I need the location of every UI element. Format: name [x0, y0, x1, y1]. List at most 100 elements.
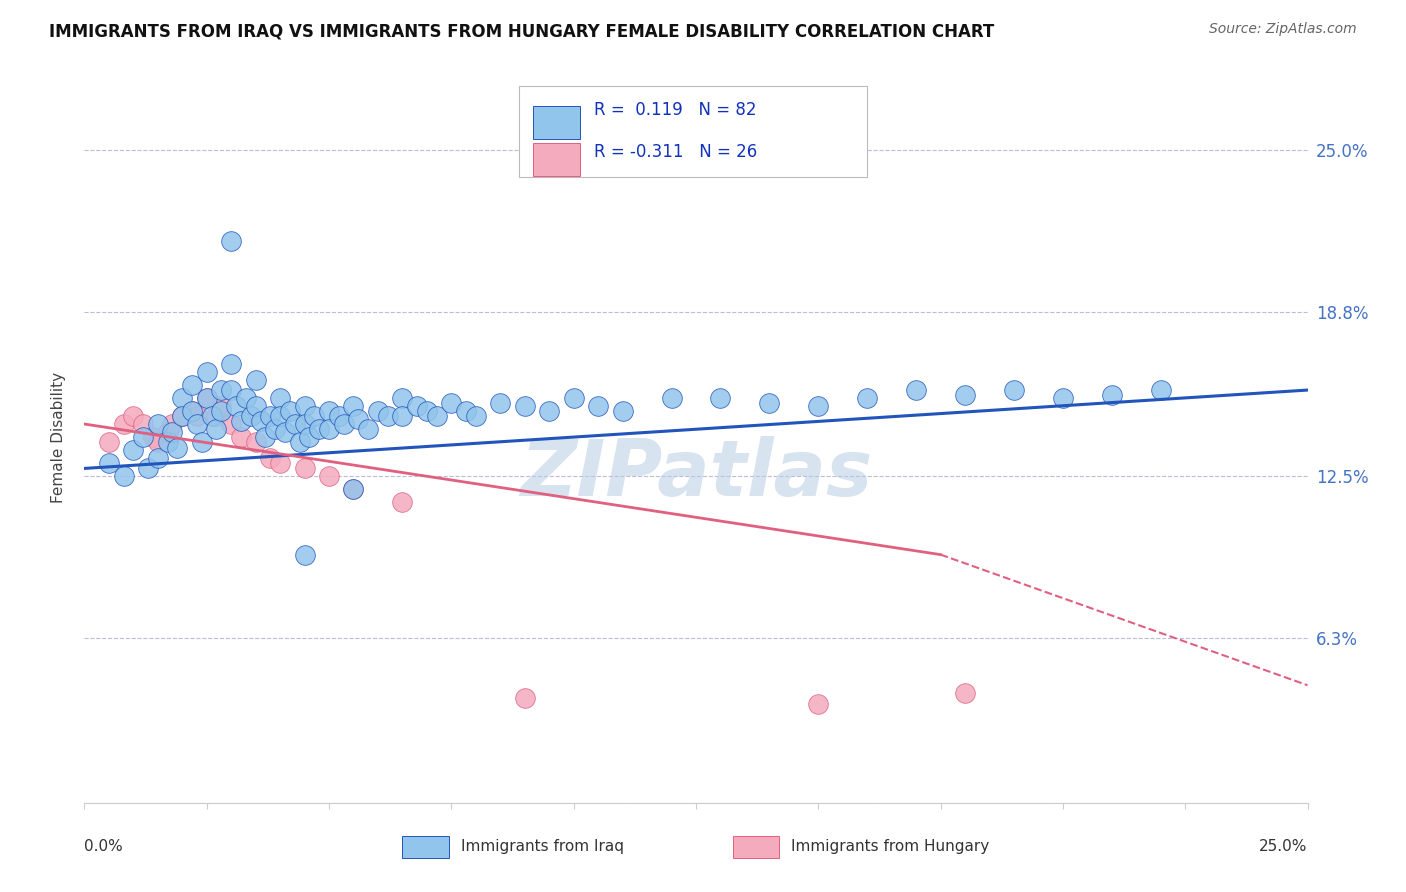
Text: Immigrants from Iraq: Immigrants from Iraq: [461, 839, 624, 855]
Text: 25.0%: 25.0%: [1260, 839, 1308, 855]
Point: [239, 409, 262, 424]
Point: [298, 430, 321, 444]
Point: [195, 391, 218, 405]
Point: [1052, 391, 1074, 405]
Point: [586, 399, 609, 413]
Point: [259, 409, 281, 424]
Bar: [533, 143, 579, 176]
Point: [219, 234, 242, 248]
Text: 0.0%: 0.0%: [84, 839, 124, 855]
Point: [186, 417, 208, 431]
Point: [489, 396, 512, 410]
Point: [209, 404, 232, 418]
Point: [200, 409, 222, 424]
Point: [205, 422, 228, 436]
Text: ZIPatlas: ZIPatlas: [520, 435, 872, 512]
Point: [440, 396, 463, 410]
Point: [122, 409, 145, 424]
Point: [269, 391, 291, 405]
Point: [172, 409, 194, 424]
Point: [219, 417, 242, 431]
Point: [195, 365, 218, 379]
Point: [259, 450, 281, 465]
Point: [245, 373, 267, 387]
Point: [172, 409, 194, 424]
Point: [254, 430, 277, 444]
Point: [1101, 388, 1123, 402]
Point: [391, 495, 413, 509]
Point: [219, 383, 242, 397]
Point: [391, 409, 413, 424]
Point: [205, 409, 228, 424]
Point: [209, 399, 232, 413]
Point: [294, 461, 316, 475]
Bar: [519, 86, 868, 178]
Y-axis label: Female Disability: Female Disability: [51, 371, 66, 503]
Point: [235, 391, 257, 405]
Point: [97, 456, 120, 470]
Point: [225, 399, 247, 413]
Point: [807, 399, 830, 413]
Bar: [733, 836, 779, 858]
Point: [318, 404, 340, 418]
Point: [229, 430, 252, 444]
Point: [132, 430, 155, 444]
Point: [284, 417, 307, 431]
Point: [406, 399, 429, 413]
Point: [294, 548, 316, 562]
Point: [146, 450, 169, 465]
Point: [264, 422, 287, 436]
Point: [156, 435, 179, 450]
Point: [191, 435, 214, 450]
Text: IMMIGRANTS FROM IRAQ VS IMMIGRANTS FROM HUNGARY FEMALE DISABILITY CORRELATION CH: IMMIGRANTS FROM IRAQ VS IMMIGRANTS FROM …: [49, 22, 994, 40]
Point: [661, 391, 683, 405]
Point: [332, 417, 354, 431]
Point: [146, 417, 169, 431]
Point: [377, 409, 399, 424]
Point: [308, 422, 330, 436]
Point: [229, 414, 252, 428]
Point: [209, 383, 232, 397]
Point: [538, 404, 561, 418]
Point: [195, 391, 218, 405]
Point: [416, 404, 439, 418]
Point: [186, 409, 208, 424]
Point: [758, 396, 780, 410]
Point: [219, 357, 242, 371]
Point: [953, 686, 976, 700]
Point: [249, 414, 271, 428]
Point: [181, 377, 204, 392]
Point: [454, 404, 477, 418]
Point: [166, 441, 188, 455]
Point: [513, 399, 536, 413]
Point: [97, 435, 120, 450]
Text: Immigrants from Hungary: Immigrants from Hungary: [792, 839, 990, 855]
Point: [122, 443, 145, 458]
Point: [953, 388, 976, 402]
Point: [274, 425, 297, 439]
Text: R =  0.119   N = 82: R = 0.119 N = 82: [595, 101, 756, 120]
Point: [342, 399, 364, 413]
Point: [1002, 383, 1025, 397]
Point: [156, 425, 179, 439]
Point: [288, 435, 311, 450]
Point: [513, 691, 536, 706]
Point: [905, 383, 928, 397]
Point: [162, 425, 184, 439]
Point: [709, 391, 731, 405]
Point: [391, 391, 413, 405]
Point: [342, 483, 364, 497]
Point: [142, 430, 165, 444]
Point: [304, 409, 326, 424]
Point: [146, 435, 169, 450]
Point: [562, 391, 585, 405]
Point: [245, 435, 267, 450]
Text: R = -0.311   N = 26: R = -0.311 N = 26: [595, 144, 758, 161]
Point: [856, 391, 879, 405]
Point: [464, 409, 486, 424]
Point: [1150, 383, 1173, 397]
Point: [367, 404, 389, 418]
Bar: [402, 836, 449, 858]
Point: [172, 391, 194, 405]
Point: [245, 399, 267, 413]
